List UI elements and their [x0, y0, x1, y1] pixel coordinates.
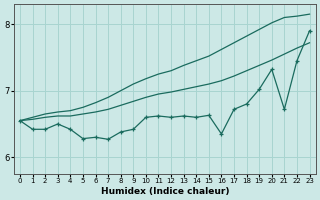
X-axis label: Humidex (Indice chaleur): Humidex (Indice chaleur): [100, 187, 229, 196]
